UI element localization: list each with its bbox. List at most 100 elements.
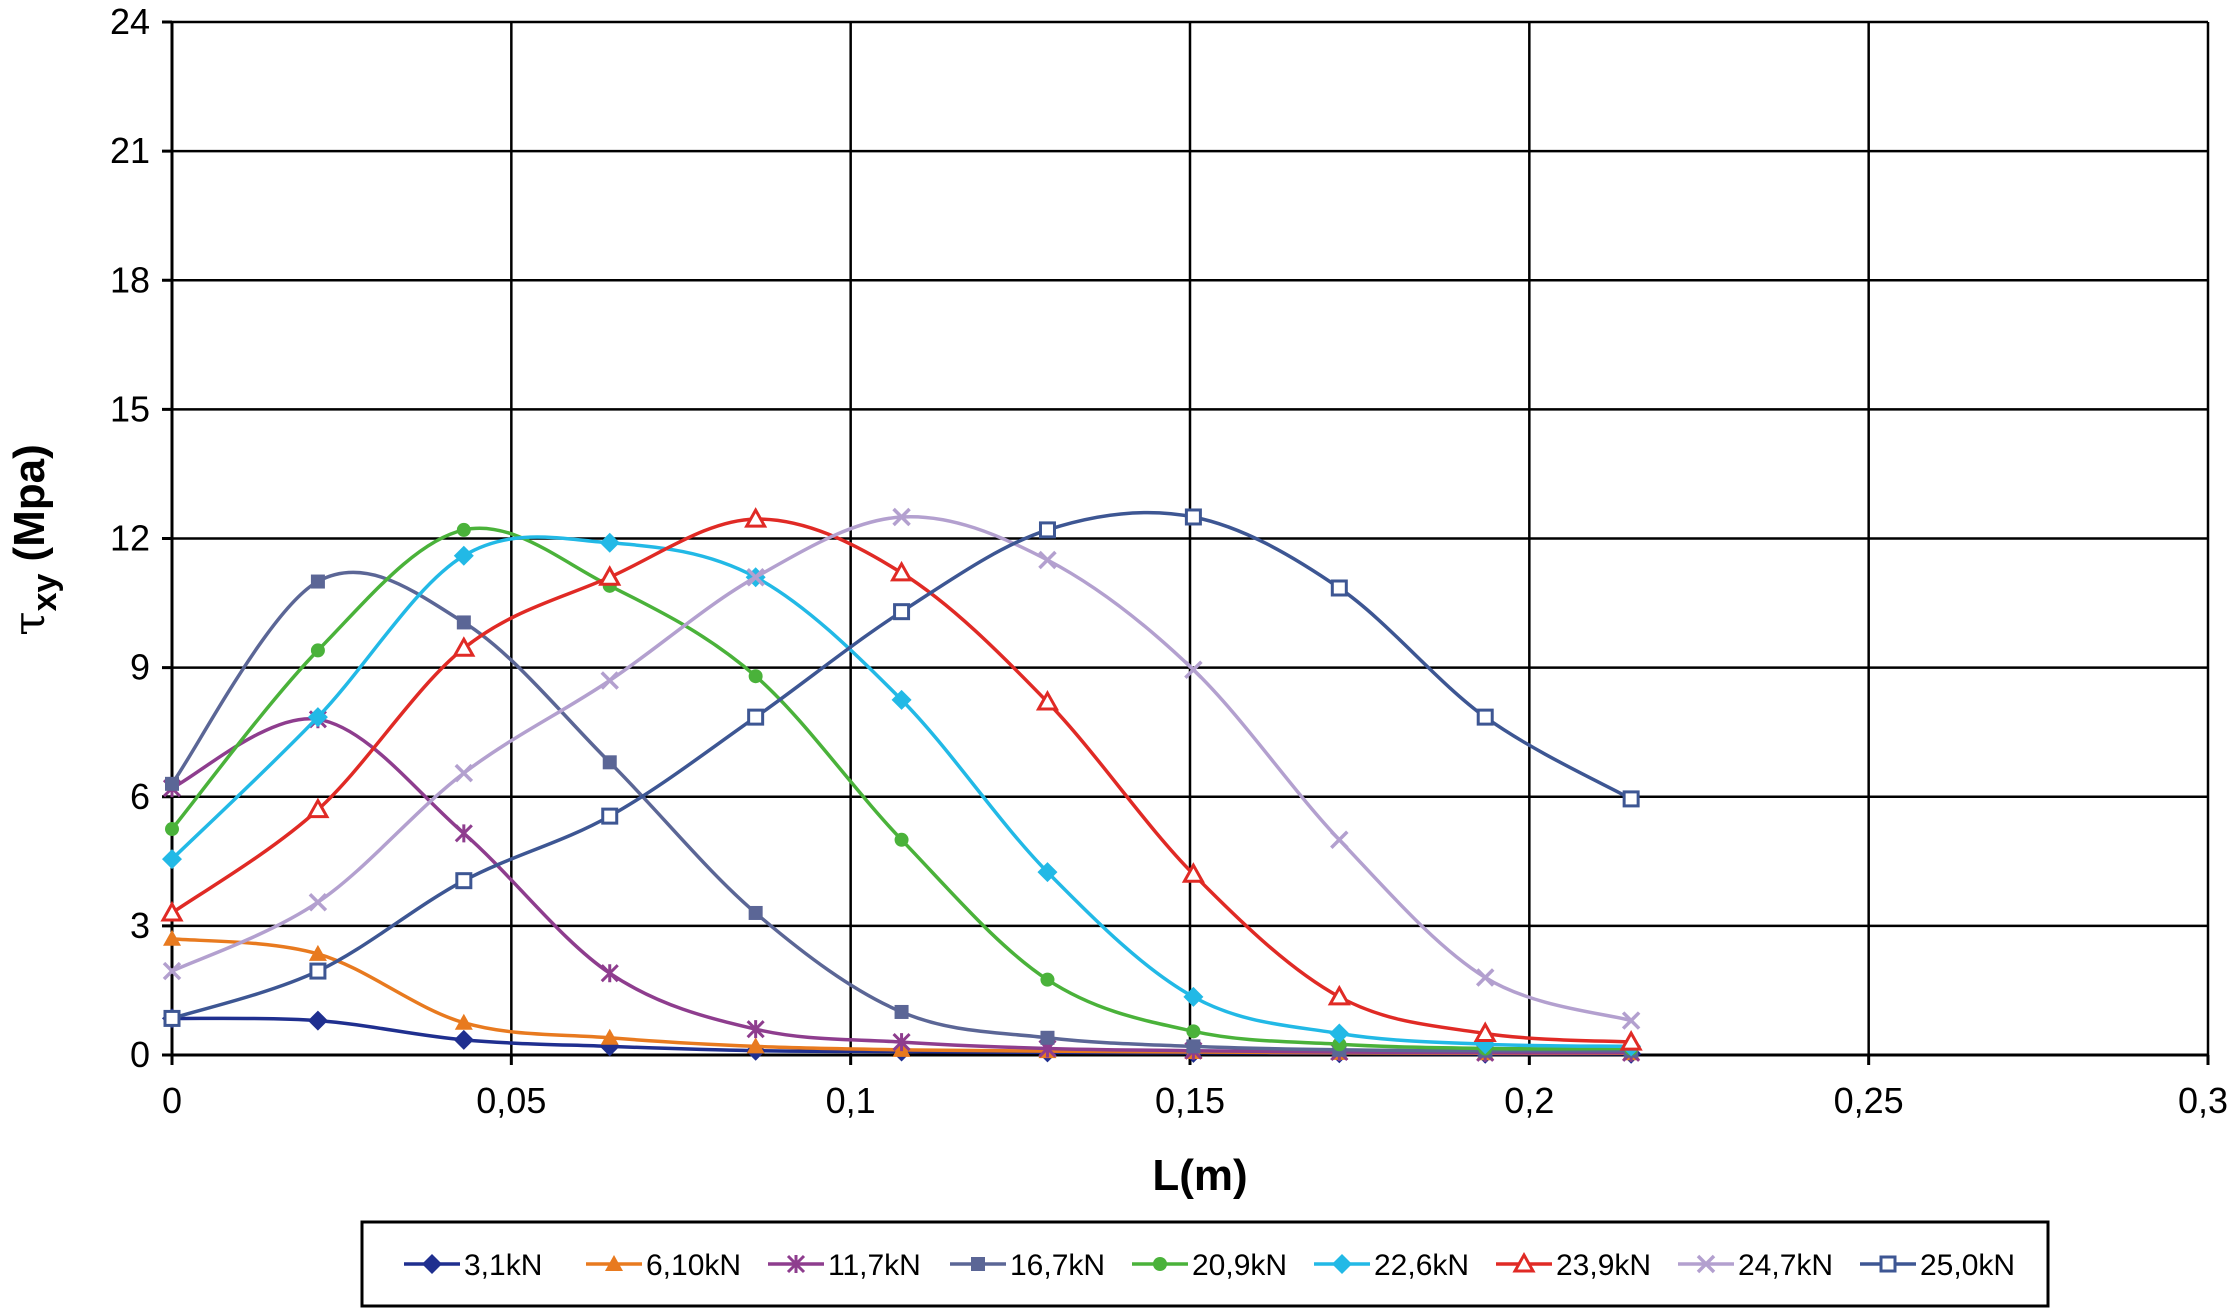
- data-point: [602, 755, 617, 770]
- series-line: [170, 570, 1632, 1053]
- data-point: [1621, 1011, 1641, 1030]
- data-point: [162, 961, 182, 981]
- data-point: [165, 822, 179, 837]
- data-point: [1476, 708, 1494, 726]
- data-point: [1330, 579, 1348, 597]
- x-tick-label: 0: [162, 1080, 182, 1121]
- legend-marker: [605, 1255, 623, 1271]
- data-point: [598, 565, 622, 586]
- x-tick-label: 0,2: [1504, 1080, 1554, 1121]
- data-point: [892, 507, 911, 527]
- legend-entry: 16,7kN: [950, 1249, 1105, 1282]
- data-point: [456, 522, 471, 537]
- y-tick-label: 9: [130, 647, 150, 688]
- data-point: [1035, 689, 1060, 711]
- data-point: [163, 1009, 181, 1027]
- data-point: [310, 574, 325, 589]
- x-tick-label: 0,05: [476, 1080, 546, 1121]
- data-point: [165, 776, 179, 791]
- x-axis-title: L(m): [1152, 1151, 1247, 1200]
- data-point: [1186, 1039, 1201, 1054]
- y-tick-label: 0: [130, 1034, 150, 1075]
- data-point: [307, 1010, 328, 1031]
- data-point: [309, 962, 327, 980]
- data-point: [1037, 862, 1058, 883]
- y-tick-label: 12: [110, 518, 150, 559]
- data-point: [746, 1037, 765, 1054]
- legend-marker: [1696, 1254, 1716, 1274]
- legend-entry: 11,7kN: [768, 1249, 921, 1282]
- data-point: [747, 708, 765, 726]
- series-8: [163, 508, 1640, 1027]
- data-point: [1327, 984, 1351, 1006]
- data-point: [1040, 972, 1055, 987]
- data-point: [163, 929, 181, 946]
- series-4: [165, 522, 1639, 1056]
- data-point: [748, 905, 763, 920]
- legend-entry: 20,9kN: [1132, 1249, 1287, 1282]
- y-tick-labels: 0 3 6 9 12 15 18 21 24: [110, 1, 150, 1075]
- x-tick-label: 0,25: [1834, 1080, 1904, 1121]
- legend-label: 3,1kN: [464, 1249, 542, 1282]
- axes: [162, 20, 2210, 1065]
- series-line: [171, 514, 1632, 1023]
- y-tick-label: 3: [130, 905, 150, 946]
- data-point: [746, 1020, 765, 1039]
- data-point: [599, 532, 620, 553]
- data-point: [1040, 1030, 1055, 1045]
- data-point: [890, 560, 914, 582]
- data-point: [453, 1029, 474, 1050]
- data-point: [1181, 862, 1205, 883]
- data-point: [454, 1013, 473, 1030]
- legend: 3,1kN 6,10kN 11,7kN 16,7kN 20,9kN 22,6kN 23,9k…: [360, 1220, 2050, 1308]
- legend-marker: [971, 1257, 985, 1271]
- data-point: [600, 671, 619, 690]
- data-point: [310, 643, 325, 658]
- data-point: [894, 1004, 909, 1019]
- legend-marker: [422, 1254, 442, 1274]
- data-point: [1183, 986, 1204, 1007]
- series-line: [171, 716, 1632, 1055]
- legend-entry: 25,0kN: [1860, 1249, 2015, 1282]
- legend-marker: [1512, 1251, 1536, 1273]
- y-tick-label: 24: [110, 1, 150, 42]
- data-point: [1475, 968, 1495, 987]
- data-point: [748, 669, 763, 684]
- data-point: [1038, 550, 1057, 570]
- data-point: [307, 707, 328, 728]
- legend-marker: [786, 1254, 806, 1274]
- data-point: [600, 1028, 619, 1045]
- data-point: [891, 689, 912, 710]
- y-tick-label: 15: [110, 388, 150, 429]
- y-axis-title-subscript: xy: [26, 573, 64, 611]
- data-point: [456, 615, 471, 630]
- legend-box: [360, 1220, 2050, 1308]
- data-point: [1184, 660, 1203, 680]
- data-point: [308, 944, 327, 961]
- grid-lines: [170, 20, 2210, 1057]
- series-line: [170, 517, 1632, 1044]
- x-tick-labels: 0 0,05 0,1 0,15 0,2 0,25 0,3: [162, 1080, 2228, 1121]
- y-tick-label: 6: [130, 776, 150, 817]
- data-point: [308, 892, 328, 912]
- data-point: [1473, 1021, 1497, 1042]
- legend-label: 16,7kN: [1010, 1249, 1105, 1282]
- data-point: [162, 849, 182, 870]
- series-group: [160, 507, 1643, 1064]
- data-point: [892, 1033, 911, 1052]
- data-point: [1329, 1023, 1350, 1044]
- legend-entry: 3,1kN: [404, 1249, 542, 1282]
- legend-label: 11,7kN: [828, 1249, 921, 1282]
- data-point: [1332, 1037, 1347, 1052]
- series-7: [162, 507, 1641, 1030]
- data-point: [1619, 1030, 1643, 1051]
- x-tick-label: 0,15: [1155, 1080, 1225, 1121]
- x-tick-label: 0,1: [826, 1080, 876, 1121]
- legend-label: 22,6kN: [1374, 1249, 1469, 1282]
- legend-marker: [1153, 1257, 1167, 1271]
- data-point: [1186, 1024, 1201, 1039]
- data-point: [894, 832, 909, 847]
- data-point: [1184, 508, 1202, 526]
- data-point: [744, 507, 768, 528]
